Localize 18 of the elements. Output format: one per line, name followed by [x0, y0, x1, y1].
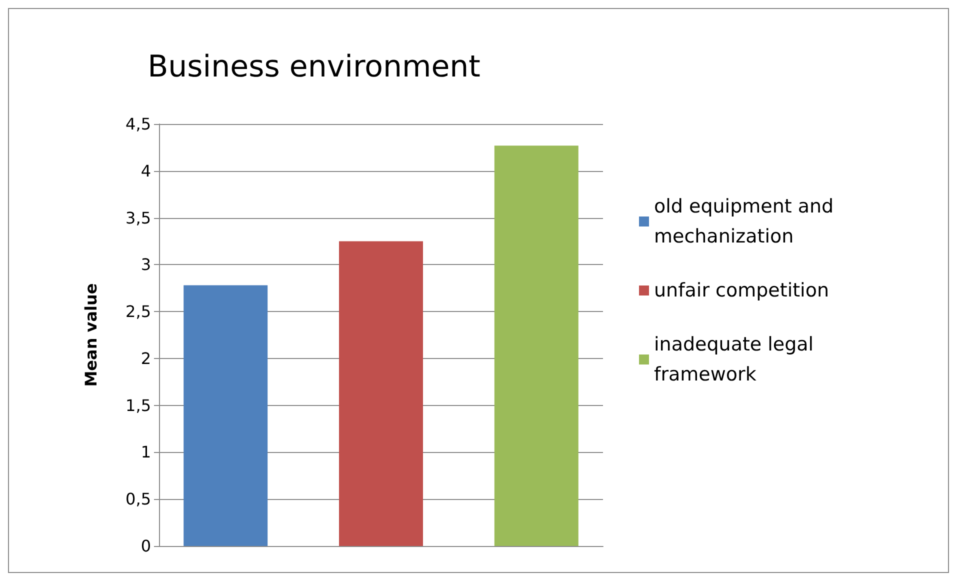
- y-tick-label: 1,5: [126, 396, 151, 415]
- y-tick-label: 2: [140, 348, 151, 368]
- y-tick-label: 0,5: [126, 490, 151, 509]
- y-axis-title: Mean value: [82, 283, 100, 387]
- legend-label: inadequate legal framework: [654, 334, 814, 386]
- bar: [339, 241, 423, 546]
- y-tick-label: 3: [140, 255, 151, 274]
- y-tick-label: 2,5: [126, 302, 151, 322]
- y-tick-label: 4,5: [126, 114, 151, 134]
- legend-label: old equipment and mechanization: [654, 196, 834, 248]
- chart-title: Business environment: [148, 50, 481, 84]
- bar: [494, 146, 578, 546]
- y-tick-label: 1: [140, 442, 151, 462]
- bar: [184, 285, 268, 546]
- y-tick-label: 3,5: [126, 208, 151, 228]
- y-tick-label: 0: [140, 536, 151, 556]
- legend-label: unfair competition: [654, 280, 829, 302]
- y-tick-label: 4: [140, 161, 151, 180]
